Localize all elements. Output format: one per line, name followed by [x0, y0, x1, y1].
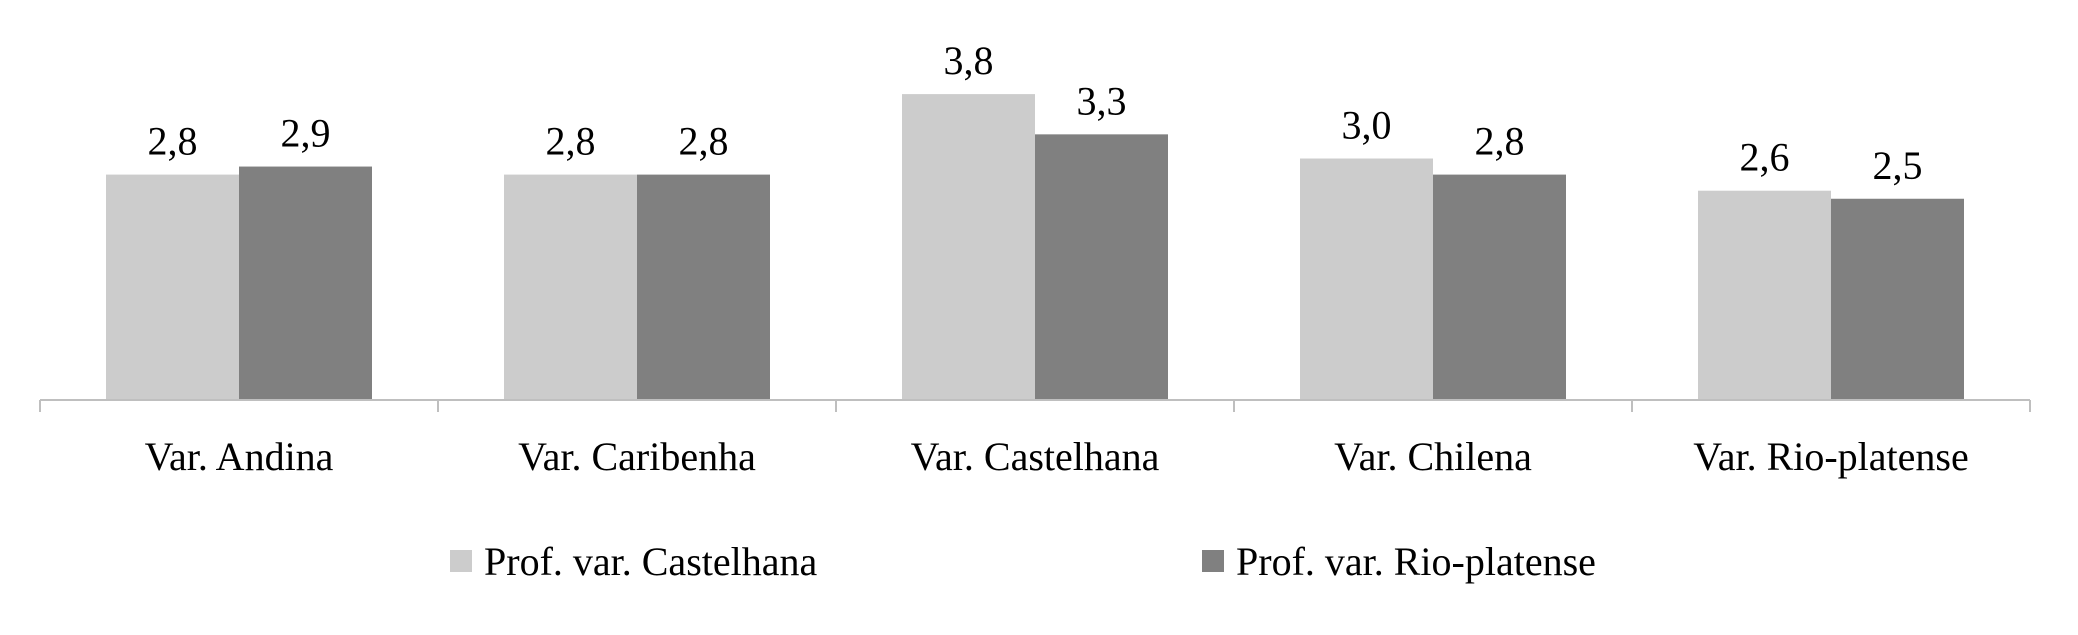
data-label-prof-var-rio-platense-var-caribenha: 2,8 — [679, 119, 729, 164]
bar-prof-var-castelhana-var-andina — [106, 174, 239, 400]
data-label-prof-var-rio-platense-var-castelhana: 3,3 — [1077, 78, 1127, 123]
bar-prof-var-rio-platense-var-andina — [239, 166, 372, 400]
data-label-prof-var-castelhana-var-caribenha: 2,8 — [546, 119, 596, 164]
data-label-prof-var-castelhana-var-andina: 2,8 — [148, 119, 198, 164]
bars-group — [106, 94, 1964, 400]
category-label-var-andina: Var. Andina — [145, 434, 334, 479]
bar-prof-var-rio-platense-var-caribenha — [637, 174, 770, 400]
data-label-prof-var-rio-platense-var-rio-platense: 2,5 — [1873, 143, 1923, 188]
bar-prof-var-rio-platense-var-castelhana — [1035, 134, 1168, 400]
legend-label-castelhana: Prof. var. Castelhana — [484, 539, 817, 584]
legend-label-rio-platense: Prof. var. Rio-platense — [1236, 539, 1596, 584]
legend-swatch-castelhana — [450, 550, 472, 572]
bar-prof-var-castelhana-var-chilena — [1300, 158, 1433, 400]
legend: Prof. var. Castelhana Prof. var. Rio-pla… — [450, 539, 1596, 584]
category-label-var-castelhana: Var. Castelhana — [911, 434, 1160, 479]
data-label-prof-var-castelhana-var-chilena: 3,0 — [1342, 103, 1392, 148]
data-label-prof-var-rio-platense-var-andina: 2,9 — [281, 111, 331, 156]
legend-swatch-rio-platense — [1202, 550, 1224, 572]
data-labels-group: 2,8 2,9 2,8 2,8 3,8 3,3 3,0 2,8 2,6 2,5 — [148, 38, 1923, 188]
bar-prof-var-rio-platense-var-rio-platense — [1831, 198, 1964, 400]
bar-prof-var-castelhana-var-caribenha — [504, 174, 637, 400]
category-label-var-caribenha: Var. Caribenha — [518, 434, 756, 479]
bar-prof-var-rio-platense-var-chilena — [1433, 174, 1566, 400]
data-label-prof-var-castelhana-var-castelhana: 3,8 — [944, 38, 994, 83]
category-label-var-chilena: Var. Chilena — [1334, 434, 1532, 479]
bar-prof-var-castelhana-var-rio-platense — [1698, 190, 1831, 400]
x-axis — [39, 399, 2031, 412]
category-labels-group: Var. Andina Var. Caribenha Var. Castelhana… — [145, 434, 1969, 479]
category-label-var-rio-platense: Var. Rio-platense — [1693, 434, 1969, 479]
bar-prof-var-castelhana-var-castelhana — [902, 94, 1035, 400]
data-label-prof-var-rio-platense-var-chilena: 2,8 — [1475, 119, 1525, 164]
data-label-prof-var-castelhana-var-rio-platense: 2,6 — [1740, 135, 1790, 180]
